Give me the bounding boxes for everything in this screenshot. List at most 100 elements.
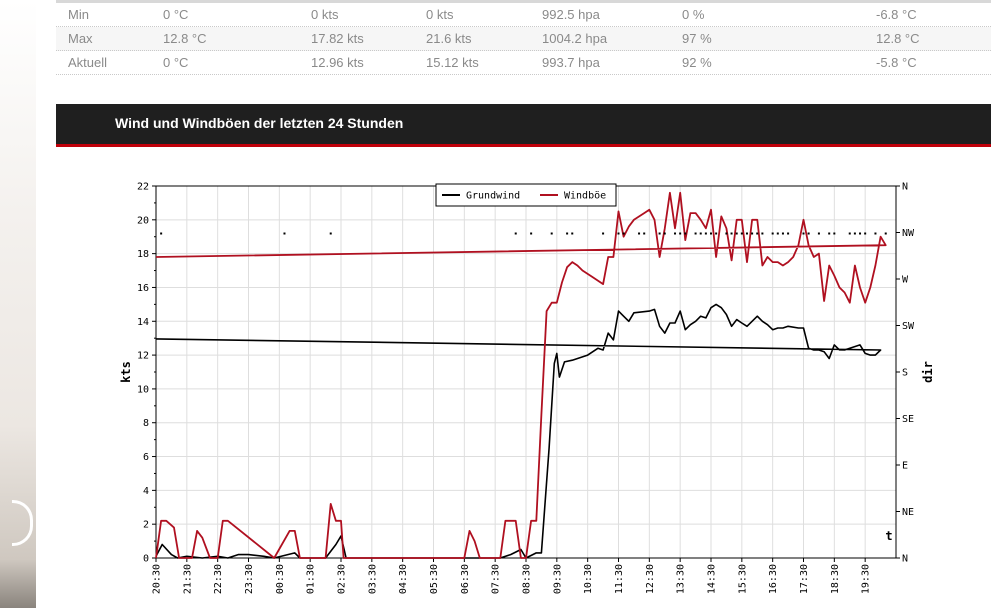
y-axis-title: kts xyxy=(119,361,133,383)
y-tick-label: 12 xyxy=(137,351,149,362)
dewpoint-value: 12.8 °C xyxy=(876,31,920,46)
direction-point xyxy=(756,232,759,235)
direction-point xyxy=(684,232,687,235)
x-tick-label: 08:30 xyxy=(522,564,533,594)
x-tick-label: 22:30 xyxy=(213,564,224,594)
direction-point xyxy=(853,232,856,235)
direction-point xyxy=(694,232,697,235)
row-label: Aktuell xyxy=(68,55,108,70)
y-tick-label: 10 xyxy=(137,384,149,395)
gust-value: 15.12 kts xyxy=(426,55,479,70)
direction-point xyxy=(817,232,820,235)
x-tick-label: 15:30 xyxy=(737,564,748,594)
direction-point xyxy=(725,232,728,235)
direction-point xyxy=(602,232,605,235)
x-tick-label: 11:30 xyxy=(614,564,625,594)
direction-point xyxy=(550,232,553,235)
x-tick-label: 04:30 xyxy=(398,564,409,594)
stats-row-max: Max 12.8 °C 17.82 kts 21.6 kts 1004.2 hp… xyxy=(56,27,991,51)
gust-value: 21.6 kts xyxy=(426,31,472,46)
x-tick-label: 05:30 xyxy=(429,564,440,594)
direction-point xyxy=(859,232,862,235)
temperature-value: 12.8 °C xyxy=(163,31,207,46)
y-tick-label: 18 xyxy=(137,249,149,260)
pressure-value: 1004.2 hpa xyxy=(542,31,608,46)
direction-point xyxy=(787,232,790,235)
x-tick-label: 13:30 xyxy=(676,564,687,594)
direction-point xyxy=(329,232,332,235)
direction-point xyxy=(884,232,887,235)
y-tick-label: 4 xyxy=(143,486,149,497)
direction-point xyxy=(807,232,810,235)
chart-panel-title: Wind und Windböen der letzten 24 Stunden xyxy=(115,115,404,131)
weather-page: Min 0 °C 0 kts 0 kts 992.5 hpa 0 % -6.8 … xyxy=(56,0,991,608)
stats-row-min: Min 0 °C 0 kts 0 kts 992.5 hpa 0 % -6.8 … xyxy=(56,3,991,27)
humidity-value: 97 % xyxy=(682,31,712,46)
y2-tick-label: SE xyxy=(902,414,914,425)
series-line-windboe xyxy=(155,191,887,559)
humidity-value: 92 % xyxy=(682,55,712,70)
direction-point xyxy=(771,232,774,235)
x-tick-label: 10:30 xyxy=(583,564,594,594)
direction-point xyxy=(638,232,641,235)
y2-tick-label: S xyxy=(902,368,908,379)
x-tick-label: 01:30 xyxy=(306,564,317,594)
y-tick-label: 14 xyxy=(137,317,149,328)
x-tick-label: 07:30 xyxy=(491,564,502,594)
y2-tick-label: SW xyxy=(902,321,915,332)
series-line-grundwind xyxy=(155,303,882,559)
gust-value: 0 kts xyxy=(426,7,454,22)
legend-label: Grundwind xyxy=(466,191,520,202)
direction-point xyxy=(715,232,718,235)
direction-point xyxy=(160,232,163,235)
y-tick-label: 20 xyxy=(137,215,149,226)
background-photo-strip xyxy=(0,0,36,608)
direction-point xyxy=(679,232,682,235)
direction-point xyxy=(566,232,569,235)
y-tick-label: 16 xyxy=(137,283,149,294)
y-tick-label: 0 xyxy=(143,554,149,565)
y2-axis-title: dir xyxy=(921,361,935,383)
direction-point xyxy=(781,232,784,235)
wind-value: 17.82 kts xyxy=(311,31,364,46)
x-axis-title: t xyxy=(885,529,892,543)
direction-point xyxy=(776,232,779,235)
stats-row-current: Aktuell 0 °C 12.96 kts 15.12 kts 993.7 h… xyxy=(56,51,991,75)
x-tick-label: 17:30 xyxy=(799,564,810,594)
direction-point xyxy=(874,232,877,235)
x-tick-label: 21:30 xyxy=(182,564,193,594)
legend-box xyxy=(435,183,617,207)
direction-point xyxy=(735,232,738,235)
direction-point xyxy=(833,232,836,235)
direction-point xyxy=(751,232,754,235)
y-tick-label: 8 xyxy=(143,418,149,429)
direction-point xyxy=(710,232,712,235)
direction-point xyxy=(704,232,707,235)
x-tick-label: 16:30 xyxy=(768,564,779,594)
legend-label: Windböe xyxy=(564,191,606,202)
y-tick-label: 6 xyxy=(143,452,149,463)
y2-tick-label: E xyxy=(902,461,908,472)
direction-point xyxy=(802,232,805,235)
x-tick-label: 09:30 xyxy=(552,564,563,594)
x-tick-label: 06:30 xyxy=(460,564,471,594)
y2-tick-label: N xyxy=(902,554,908,565)
chart-panel-header: Wind und Windböen der letzten 24 Stunden xyxy=(56,104,991,147)
x-tick-label: 12:30 xyxy=(645,564,656,594)
direction-point xyxy=(571,232,574,235)
direction-point xyxy=(658,232,661,235)
wind-value: 12.96 kts xyxy=(311,55,364,70)
direction-point xyxy=(730,232,733,235)
direction-point xyxy=(699,232,702,235)
direction-point xyxy=(740,232,743,235)
y2-tick-label: NW xyxy=(902,228,915,239)
direction-point xyxy=(622,232,625,235)
y-tick-label: 2 xyxy=(143,520,149,531)
x-tick-label: 14:30 xyxy=(707,564,718,594)
pressure-value: 992.5 hpa xyxy=(542,7,600,22)
humidity-value: 0 % xyxy=(682,7,705,22)
direction-point xyxy=(530,232,533,235)
y2-tick-label: N xyxy=(902,182,908,193)
temperature-value: 0 °C xyxy=(163,7,189,22)
direction-point xyxy=(643,232,646,235)
